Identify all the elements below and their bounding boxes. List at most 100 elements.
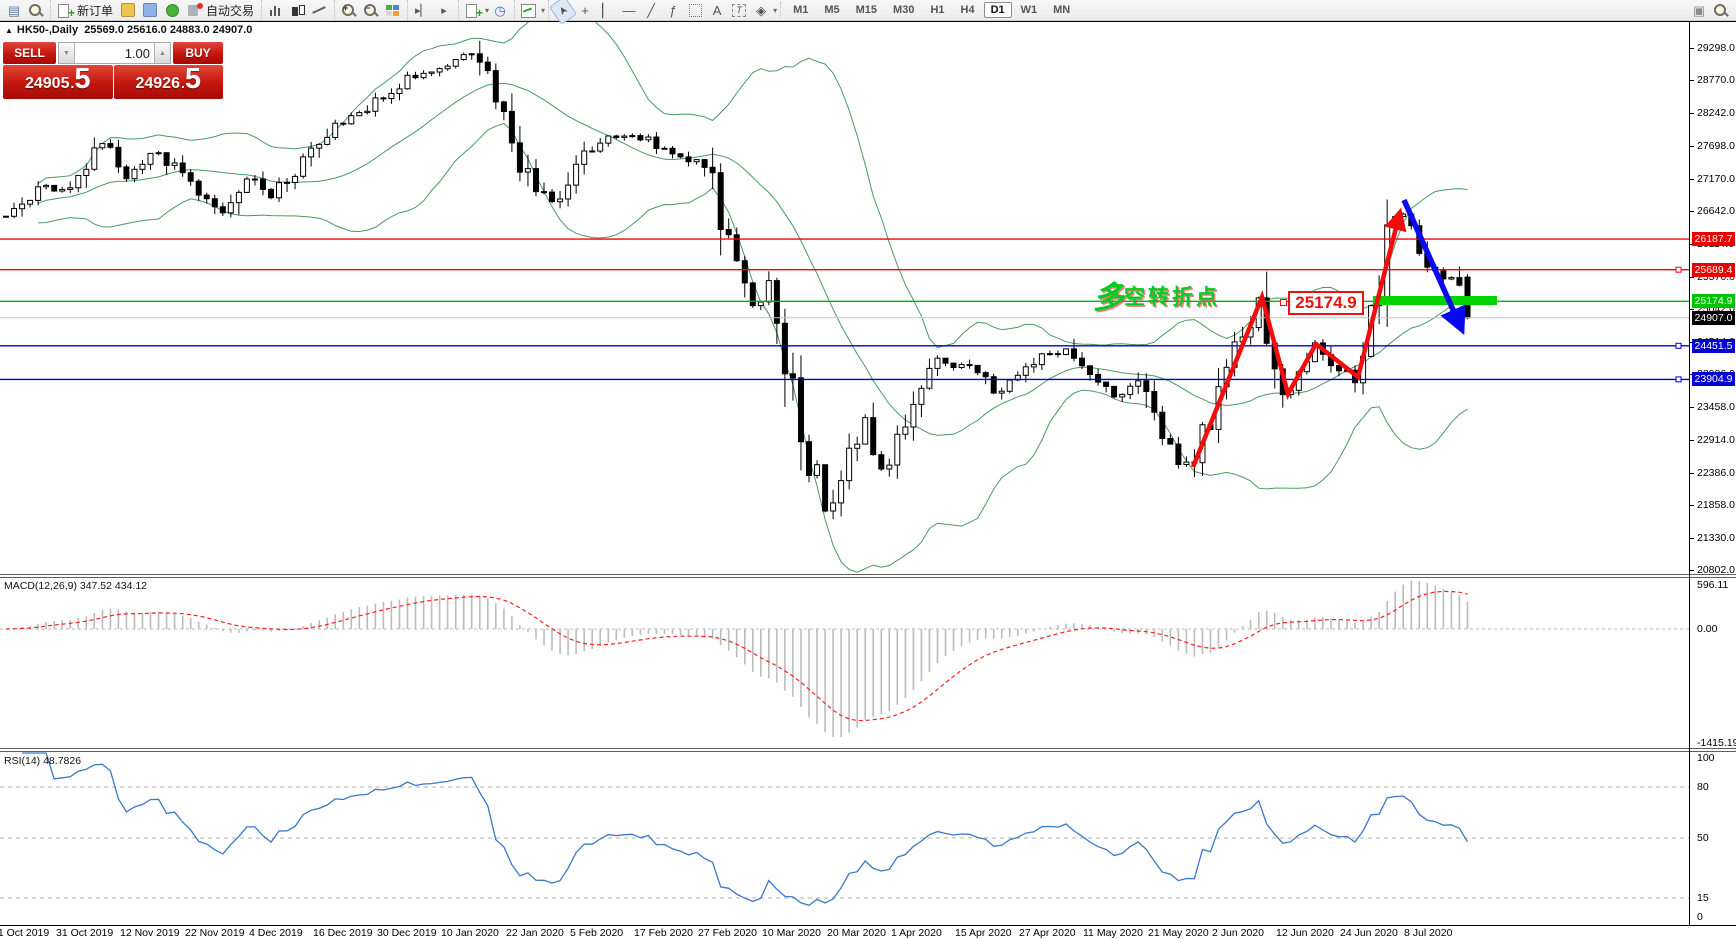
timeframe-h1-button[interactable]: H1 — [930, 4, 945, 16]
label-icon[interactable]: T — [729, 2, 749, 19]
price-tick-mark — [1690, 277, 1694, 278]
price-tick-mark — [1690, 146, 1694, 147]
sell-button[interactable]: SELL — [3, 42, 56, 64]
find-icon[interactable] — [1711, 2, 1731, 19]
signals-icon[interactable] — [162, 2, 182, 19]
date-label: 12 Jun 2020 — [1276, 927, 1334, 939]
cursor-icon[interactable]: ➤ — [549, 0, 578, 25]
zoom-out-icon[interactable]: − — [361, 2, 381, 19]
candles-chart-icon[interactable] — [288, 2, 308, 19]
price-tick-mark — [1690, 570, 1694, 571]
price-tick: 23458.0 — [1697, 401, 1735, 413]
timeframe-m30-button[interactable]: M30 — [893, 4, 915, 16]
new-chart-button-caret-icon[interactable]: ▾ — [485, 5, 490, 15]
autotrading-button-label[interactable]: 自动交易 — [206, 3, 255, 18]
tile-windows-icon[interactable] — [383, 2, 403, 19]
period-clock-icon[interactable]: ◷ — [494, 2, 506, 18]
price-tag-25174[interactable]: 25174.9 — [1288, 291, 1364, 315]
indicators-button[interactable] — [519, 2, 539, 19]
buy-button[interactable]: BUY — [173, 42, 223, 64]
timeframe-w1-button[interactable]: W1 — [1020, 4, 1038, 16]
date-label: 10 Jan 2020 — [441, 927, 499, 939]
shapes-icon-caret-icon[interactable]: ▾ — [773, 5, 778, 15]
text-icon[interactable]: A — [712, 2, 722, 18]
bar-chart-icon[interactable] — [266, 2, 286, 19]
rsi-separator-2[interactable] — [0, 751, 1736, 752]
one-click-trade-panel: SELL ▼ 1.00 ▲ BUY 24905. 5 24926. 5 — [3, 42, 223, 99]
turning-point-big-char: 多 — [1093, 280, 1124, 315]
price-axis-line — [1689, 21, 1690, 925]
price-tick: 21858.0 — [1697, 499, 1735, 511]
charts-icon[interactable]: ▤ — [7, 2, 21, 18]
timeframe-m1-button[interactable]: M1 — [793, 4, 809, 16]
price-tick-mark — [1690, 505, 1694, 506]
price-axis[interactable]: 29298.0 28770.0 28242.0 27698.0 27170.0 26642… — [1690, 21, 1736, 939]
sell-price-frac: 5 — [74, 63, 91, 95]
macd-axis-label: 596.11 — [1697, 579, 1729, 591]
rsi-axis-label: 0 — [1697, 911, 1703, 923]
chart-shift-icon[interactable]: ▸▏ — [415, 4, 430, 17]
timeframe-d1-button[interactable]: D1 — [983, 2, 1012, 18]
new-order-button[interactable]: + — [55, 2, 75, 20]
buy-price-int: 24926 — [135, 75, 180, 92]
toolbar-group: ▸▏ ▸ — [407, 0, 458, 20]
zoom-in-icon[interactable]: + — [339, 2, 359, 19]
price-tick-mark — [1690, 113, 1694, 114]
vertical-line-icon[interactable]: ▏ — [602, 2, 613, 18]
chart-bottom-border — [0, 925, 1736, 926]
date-label: 1 Apr 2020 — [891, 927, 942, 939]
price-tick-mark — [1690, 440, 1694, 441]
date-label: 5 Feb 2020 — [570, 927, 624, 939]
metaeditor-icon[interactable] — [118, 2, 138, 19]
symbol-ohlc-line: ▲ HK50-,Daily 25569.0 25616.0 24883.0 249… — [5, 24, 252, 36]
date-label: 21 May 2020 — [1148, 927, 1209, 939]
indicators-button-caret-icon[interactable]: ▾ — [541, 5, 546, 15]
trendline-icon[interactable]: ╱ — [647, 2, 655, 18]
macd-axis-label: 0.00 — [1697, 623, 1718, 635]
price-tick: 22914.0 — [1697, 434, 1735, 446]
price-line-label: 23904.9 — [1692, 372, 1735, 386]
turning-point-annotation[interactable]: 多空转折点 — [1093, 272, 1220, 317]
price-tag-handle[interactable] — [1280, 299, 1287, 306]
new-order-button-label[interactable]: 新订单 — [77, 3, 114, 18]
autotrading-button[interactable] — [184, 2, 204, 19]
chart-top-border — [0, 21, 1736, 22]
timeframe-h4-button[interactable]: H4 — [960, 4, 975, 16]
toolbar-group: ➤ + ▏ — ╱ ƒ A T ◈ ▾ — [548, 0, 780, 25]
timeframe-mn-button[interactable]: MN — [1053, 4, 1071, 16]
price-tick-mark — [1690, 80, 1694, 81]
price-line-label: 25174.9 — [1692, 294, 1735, 308]
line-chart-icon[interactable] — [310, 2, 330, 19]
experts-icon[interactable] — [140, 2, 160, 19]
horizontal-line-icon[interactable]: — — [622, 2, 636, 18]
price-tick: 28242.0 — [1697, 107, 1735, 119]
sell-price-int: 24905 — [24, 75, 70, 92]
date-label: 22 Nov 2019 — [185, 927, 245, 939]
channels-icon[interactable] — [685, 2, 705, 19]
volume-increase-button[interactable]: ▲ — [154, 43, 170, 63]
volume-input[interactable]: 1.00 — [124, 45, 150, 61]
symbol-marker-icon: ▲ — [5, 26, 13, 35]
timeframe-m15-button[interactable]: M15 — [855, 4, 878, 16]
price-tick-mark — [1690, 179, 1694, 180]
profiles-icon[interactable] — [26, 2, 46, 19]
macd-separator[interactable] — [0, 574, 1736, 575]
shapes-icon[interactable]: ◈ — [756, 2, 767, 18]
date-label: 17 Feb 2020 — [634, 927, 693, 939]
sell-price[interactable]: 24905. 5 — [3, 65, 113, 99]
fibonacci-icon[interactable]: ƒ — [669, 2, 677, 18]
crosshair-icon[interactable]: + — [581, 2, 589, 18]
timeframe-m5-button[interactable]: M5 — [824, 4, 840, 16]
buy-price[interactable]: 24926. 5 — [113, 65, 223, 99]
price-tick: 29298.0 — [1697, 42, 1735, 54]
price-tick: 21330.0 — [1697, 532, 1735, 544]
rsi-separator[interactable] — [0, 748, 1736, 749]
new-chart-button[interactable]: + — [463, 2, 483, 20]
volume-decrease-button[interactable]: ▼ — [59, 43, 75, 63]
auto-scroll-icon[interactable]: ▸ — [441, 4, 447, 17]
macd-separator-2[interactable] — [0, 577, 1736, 578]
toolbar-group: ▾ — [514, 0, 548, 20]
date-label: 10 Mar 2020 — [762, 927, 821, 939]
window-icon[interactable]: ▣ — [1692, 2, 1706, 18]
